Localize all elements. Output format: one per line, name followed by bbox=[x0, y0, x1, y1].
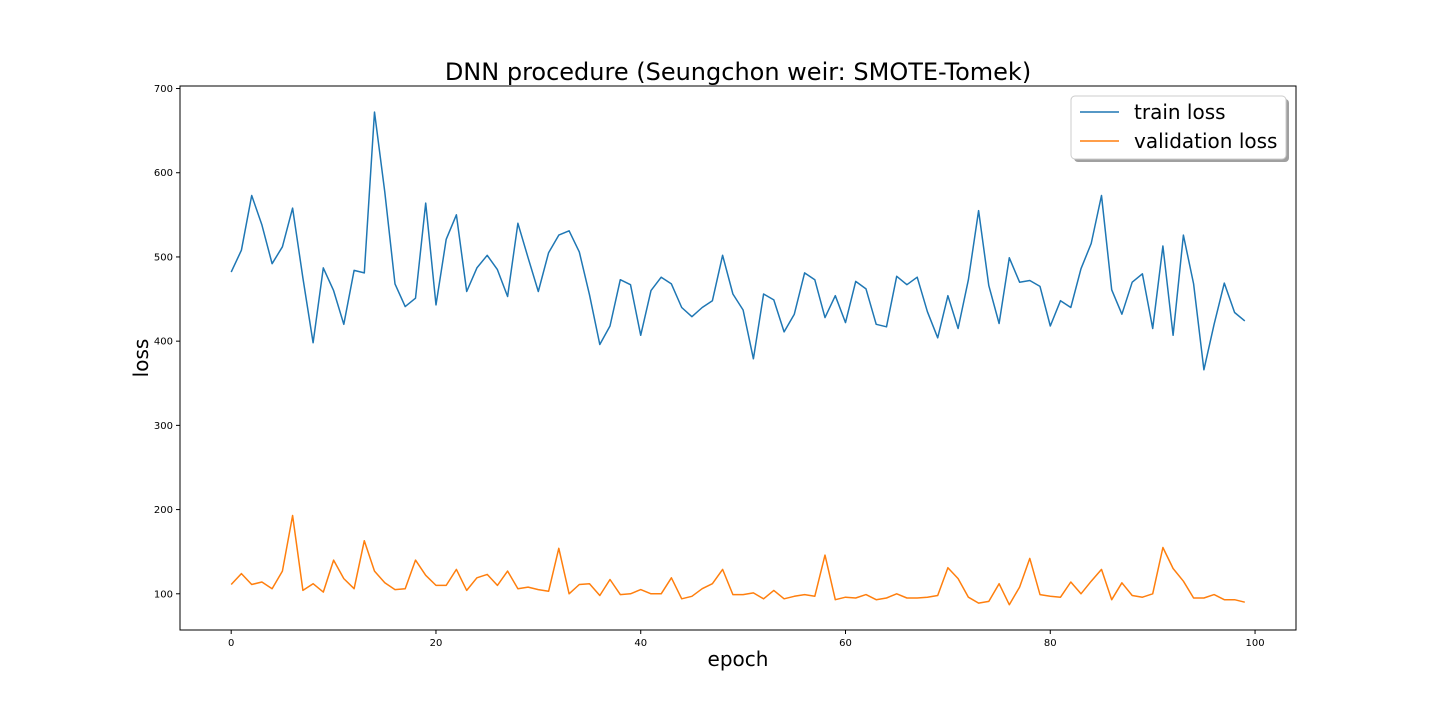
y-axis-ticks: 100 200 300 400 500 600 700 bbox=[154, 84, 180, 600]
x-axis-label: epoch bbox=[708, 647, 769, 671]
series-line-validation-loss bbox=[230, 514, 1245, 606]
x-tick-label: 40 bbox=[634, 638, 647, 649]
legend-label-train-loss: train loss bbox=[1134, 100, 1226, 124]
legend-label-validation-loss: validation loss bbox=[1134, 129, 1277, 153]
y-tick-label: 700 bbox=[154, 84, 173, 95]
series-line-train-loss bbox=[230, 111, 1246, 371]
x-tick-label: 0 bbox=[228, 638, 234, 649]
y-tick-label: 100 bbox=[154, 589, 173, 600]
y-tick-label: 300 bbox=[154, 421, 173, 432]
x-tick-label: 20 bbox=[430, 638, 443, 649]
y-tick-label: 600 bbox=[154, 168, 173, 179]
legend-box bbox=[1070, 95, 1287, 160]
x-tick-label: 80 bbox=[1044, 638, 1057, 649]
x-tick-label: 100 bbox=[1245, 638, 1264, 649]
y-tick-label: 500 bbox=[154, 252, 173, 263]
axes-frame bbox=[179, 85, 1297, 631]
x-tick-label: 60 bbox=[839, 638, 852, 649]
y-tick-label: 200 bbox=[154, 505, 173, 516]
series-layer bbox=[230, 111, 1246, 606]
x-axis-ticks: 0 20 40 60 80 100 bbox=[228, 630, 1265, 649]
y-tick-label: 400 bbox=[154, 337, 173, 348]
y-axis-label: loss bbox=[129, 339, 153, 378]
legend: train loss validation loss bbox=[1070, 95, 1289, 162]
chart-title: DNN procedure (Seungchon weir: SMOTE-Tom… bbox=[445, 58, 1031, 86]
